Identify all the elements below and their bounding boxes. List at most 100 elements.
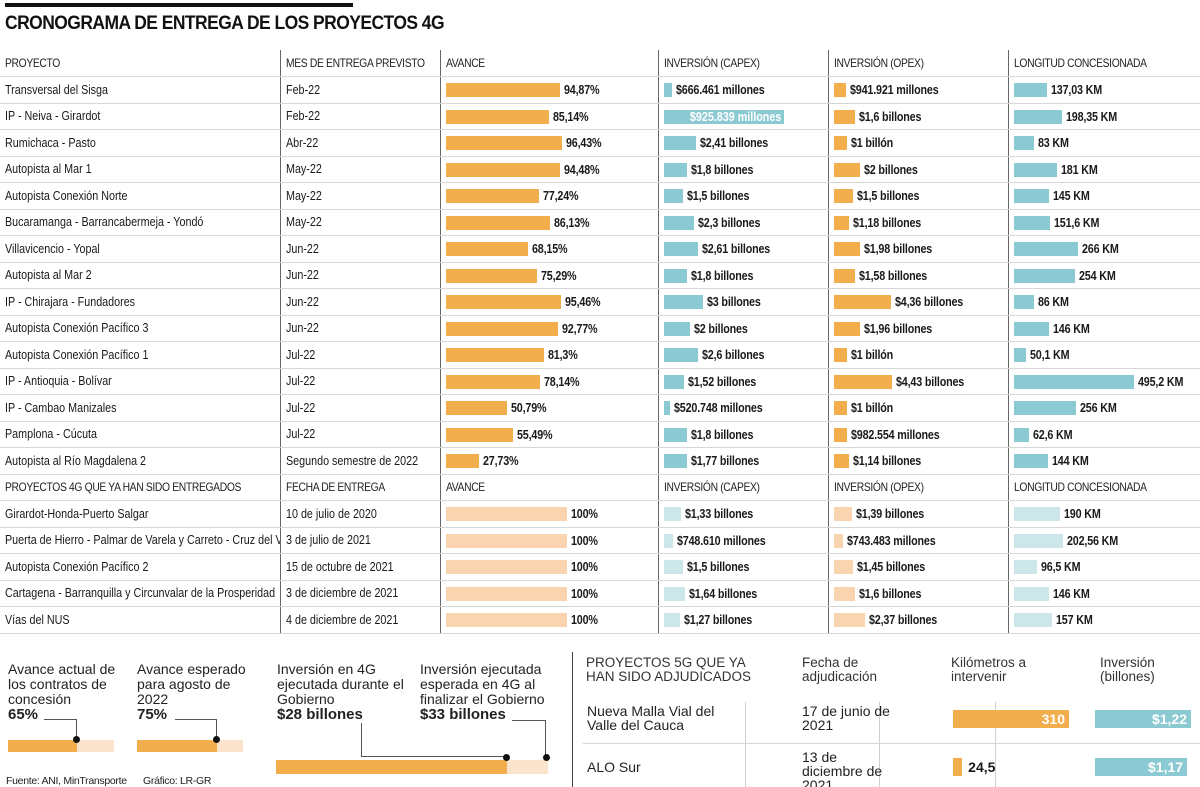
table-row: IP - Antioquia - Bolívar Jul-22 78,14% $1,5… (0, 368, 1200, 395)
capex-bar (663, 295, 704, 310)
project-name: Bucaramanga - Barrancabermeja - Yondó (5, 215, 204, 230)
km-value: 157 KM (1055, 613, 1093, 628)
capex-bar (663, 242, 699, 257)
opex-bar (833, 586, 855, 601)
opex-value: $2,37 billones (869, 613, 938, 628)
km-bar (1013, 560, 1037, 575)
header-km: Kilómetros a intervenir (951, 655, 1027, 684)
km-bar (1013, 427, 1029, 442)
capex-bar (663, 507, 682, 522)
project-5g-date: 17 de junio de 2021 (802, 703, 890, 733)
km-value: 83 KM (1037, 136, 1069, 151)
opex-bar (833, 613, 866, 628)
km-bar (1013, 374, 1134, 389)
capex-bar (663, 401, 671, 416)
investment-bar: $1,17 (1095, 758, 1188, 776)
stat-current-progress-value: 65% (8, 706, 39, 723)
stat-expected-progress: Avance esperado para agosto de 2022 75% (137, 661, 257, 723)
capex-bar (663, 189, 684, 204)
capex-value: $2,41 billones (699, 136, 768, 151)
km-value: 96,5 KM (1040, 560, 1081, 575)
table-row: Autopista Conexión Norte May-22 77,24% $1,5… (0, 182, 1200, 210)
project-5g-date: 13 de diciembre de 2021 (802, 749, 883, 787)
current-progress-bar (8, 740, 114, 752)
opex-value: $1 billón (850, 401, 893, 416)
stat-investment-executed: Inversión en 4G ejecutada durante el Gob… (277, 662, 412, 723)
opex-value: $1,96 billones (863, 321, 932, 336)
capex-value: $1,52 billones (687, 374, 756, 389)
avance-value: 75,29% (540, 268, 577, 283)
table-header-row: PROYECTOS 4G QUE YA HAN SIDO ENTREGADOS F… (0, 474, 1200, 501)
column-divider (995, 702, 996, 787)
capex-value: $925.839 millones (690, 109, 782, 124)
column-header: MES DE ENTREGA PREVISTO (285, 56, 425, 70)
avance-value: 68,15% (531, 242, 568, 257)
project-name: Autopista Conexión Pacífico 1 (5, 347, 149, 362)
avance-value: 78,14% (544, 374, 580, 389)
opex-value: $1,98 billones (863, 242, 932, 257)
opex-value: $1,18 billones (853, 215, 922, 230)
avance-bar (445, 321, 558, 336)
opex-bar (833, 348, 847, 363)
km-bar (1013, 215, 1051, 230)
source-note: Fuente: ANI, MinTransporte (6, 775, 127, 787)
stat-expected-progress-label: Avance esperado para agosto de 2022 (137, 661, 246, 707)
delivery-date: Jul-22 (285, 427, 315, 442)
km-bar (1013, 189, 1049, 204)
investment-executed-marker (503, 754, 511, 761)
delivery-date: 15 de octubre de 2021 (285, 559, 394, 574)
avance-bar (445, 268, 537, 283)
current-progress-fill (8, 740, 77, 752)
investment-bar (276, 760, 548, 774)
avance-value: 92,77% (561, 321, 598, 336)
table-row: Girardot-Honda-Puerto Salgar 10 de julio … (0, 500, 1200, 528)
avance-bar (445, 586, 567, 601)
table-row: Autopista al Río Magdalena 2 Segundo seme… (0, 447, 1200, 475)
opex-value: $1 billón (850, 348, 893, 363)
project-5g-name: Nueva Malla Vial del Valle del Cauca (587, 703, 715, 733)
km-value: 86 KM (1038, 295, 1070, 310)
km-bar (1013, 295, 1035, 310)
investment-executed-fill (276, 760, 507, 774)
project-name: Autopista al Río Magdalena 2 (5, 453, 147, 468)
avance-value: 77,24% (542, 189, 579, 204)
table-row: Autopista Conexión Pacífico 1 Jul-22 81,3%… (0, 341, 1200, 369)
column-header: INVERSIÓN (CAPEX) (663, 480, 760, 495)
avance-bar (445, 136, 563, 151)
capex-value: $1,5 billones (687, 560, 750, 575)
avance-bar (445, 83, 561, 98)
capex-bar (663, 348, 699, 363)
project-name: Autopista Conexión Pacífico 2 (5, 559, 149, 574)
table-header-row: PROYECTO MES DE ENTREGA PREVISTO AVANCE INV… (0, 50, 1200, 77)
header-projects-5g: PROYECTOS 5G QUE YA HAN SIDO ADJUDICADOS (586, 655, 752, 684)
opex-bar (833, 136, 847, 151)
km-bar (1013, 162, 1058, 177)
avance-bar (445, 560, 567, 575)
top-rule (5, 3, 353, 7)
opex-value: $1,58 billones (858, 268, 927, 283)
table-row: IP - Chirajara - Fundadores Jun-22 95,46% $… (0, 288, 1200, 316)
credit-note: Gráfico: LR-GR (143, 775, 212, 787)
project-name: Vías del NUS (5, 612, 70, 627)
km-value: 146 KM (1052, 321, 1090, 336)
table-row: Autopista al Mar 1 May-22 94,48% $1,8 billo… (0, 156, 1200, 183)
column-header: PROYECTO (5, 56, 60, 70)
km-bar: 310 (953, 710, 1069, 728)
delivery-date: Jun-22 (285, 241, 319, 256)
project-name: Pamplona - Cúcuta (5, 427, 98, 442)
km-bar (1013, 533, 1063, 548)
km-label: 24,5 (968, 759, 996, 775)
km-bar (1013, 136, 1034, 151)
opex-bar (833, 189, 854, 204)
avance-bar (445, 427, 513, 442)
table-row: Autopista al Mar 2 Jun-22 75,29% $1,8 billo… (0, 262, 1200, 289)
km-value: 50,1 KM (1029, 348, 1070, 363)
capex-value: $1,8 billones (691, 427, 754, 442)
delivery-date: Jul-22 (285, 374, 315, 389)
avance-bar (445, 374, 541, 389)
projects-5g-table: PROYECTOS 5G QUE YA HAN SIDO ADJUDICADOS… (572, 652, 1200, 787)
avance-bar (445, 613, 567, 628)
capex-bar (663, 268, 688, 283)
km-value: 144 KM (1052, 454, 1090, 469)
investment-expected-value: $33 billones (420, 706, 506, 723)
